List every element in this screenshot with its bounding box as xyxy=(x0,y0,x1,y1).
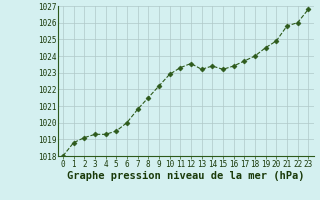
X-axis label: Graphe pression niveau de la mer (hPa): Graphe pression niveau de la mer (hPa) xyxy=(67,171,304,181)
